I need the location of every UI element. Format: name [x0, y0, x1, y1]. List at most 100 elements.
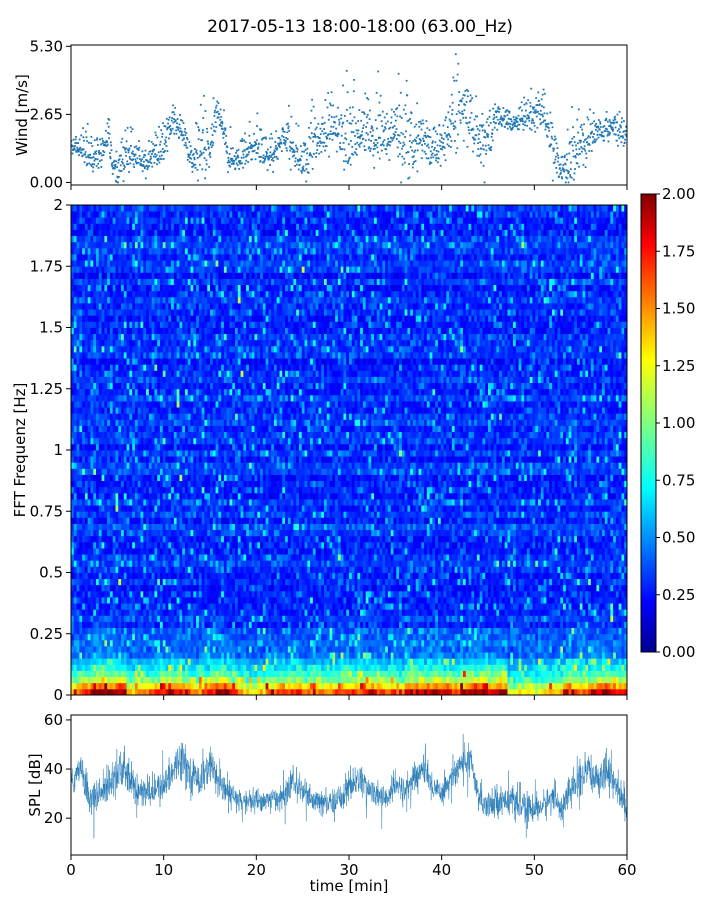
spectrogram-cell — [407, 621, 411, 629]
spectrogram-cell — [490, 670, 494, 678]
wind-point — [534, 112, 537, 114]
spectrogram-cell — [179, 670, 183, 678]
spectrogram-cell — [223, 627, 228, 635]
wind-point — [156, 163, 158, 166]
spectrogram-cell — [546, 633, 550, 641]
wind-point — [562, 164, 565, 166]
spectrogram-cell — [215, 603, 219, 610]
spectrogram-cell — [193, 652, 197, 659]
spectrogram-cell — [588, 676, 592, 684]
wind-point — [507, 110, 510, 112]
spectrogram-cell — [201, 597, 205, 604]
spectrogram-cell — [365, 609, 369, 616]
wind-point — [230, 147, 232, 150]
spectrogram-cell — [323, 627, 328, 635]
wind-point — [153, 144, 156, 147]
spectrogram-cell — [485, 682, 489, 690]
spectrogram-cell — [190, 652, 194, 659]
spectrogram-cell — [399, 603, 403, 610]
spectrogram-cell — [271, 646, 275, 653]
spectrogram-cell — [365, 670, 369, 678]
spectrogram-cell — [212, 664, 216, 671]
spectrogram-cell — [426, 627, 431, 635]
wind-point — [527, 116, 530, 119]
spectrogram-cell — [148, 646, 153, 653]
spectrogram-cell — [574, 615, 578, 622]
spectrogram-cell — [404, 664, 408, 671]
spectrogram-cell — [499, 652, 503, 659]
wind-point — [535, 97, 538, 99]
spectrogram-cell — [532, 652, 536, 659]
spectrogram-cell — [526, 682, 531, 690]
wind-point — [258, 155, 261, 158]
wind-point — [442, 142, 445, 144]
spectrogram-cell — [454, 682, 458, 690]
wind-point — [534, 130, 537, 133]
spectrogram-cell — [351, 688, 355, 695]
wind-point — [225, 150, 228, 153]
wind-point — [482, 164, 485, 167]
wind-point — [413, 161, 415, 163]
wind-point — [293, 150, 296, 153]
wind-point — [147, 153, 150, 156]
spectrogram-cell — [579, 603, 583, 610]
wind-point — [79, 146, 82, 149]
spectrogram-cell — [510, 682, 514, 690]
wind-point — [363, 113, 366, 115]
wind-point — [114, 179, 117, 182]
spectrogram-cell — [109, 633, 114, 641]
spectrogram-cell — [171, 633, 175, 641]
wind-point — [542, 115, 544, 118]
spectrogram-cell — [140, 658, 144, 665]
spectrogram-cell — [229, 688, 233, 695]
spectrogram-cell — [235, 639, 239, 647]
spectrogram-cell — [529, 652, 533, 659]
spectrogram-cell — [560, 633, 564, 641]
spectrogram-cell — [243, 652, 247, 659]
spectrogram-cell — [310, 664, 314, 671]
spectrogram-cell — [196, 615, 200, 622]
wind-point — [255, 139, 258, 142]
spectrogram-cell — [390, 621, 394, 629]
spectrogram-cell — [212, 633, 216, 641]
spectrogram-cell — [84, 670, 89, 678]
wind-point — [454, 120, 457, 123]
wind-point — [213, 111, 216, 114]
wind-point — [270, 154, 273, 157]
wind-point — [281, 135, 283, 137]
spectrogram-cell — [376, 676, 380, 684]
wind-point — [400, 181, 402, 184]
wind-point — [158, 155, 161, 158]
spectrogram-cell — [426, 658, 431, 665]
spectrogram-cell — [613, 670, 617, 678]
wind-point — [543, 112, 546, 115]
spectrogram-cell — [207, 609, 211, 616]
wind-point — [341, 125, 343, 128]
spectrogram-cell — [588, 627, 592, 635]
wind-point — [174, 106, 177, 109]
spectrogram-cell — [532, 658, 536, 665]
wind-point — [596, 130, 599, 133]
spectrogram-cell — [346, 627, 350, 635]
wind-point — [514, 122, 517, 125]
spectrogram-cell — [599, 682, 603, 690]
spectrogram-cell — [321, 609, 325, 616]
spectrogram-cell — [254, 603, 258, 610]
spectrogram-cell — [387, 597, 392, 604]
wind-point — [164, 149, 166, 152]
wind-point — [399, 91, 402, 94]
spectrogram-cell — [607, 658, 611, 665]
wind-point — [599, 126, 602, 128]
wind-point — [525, 102, 528, 105]
spectrogram-cell — [268, 670, 272, 678]
spectrogram-cell — [71, 621, 75, 629]
wind-point — [409, 134, 412, 137]
spectrogram-cell — [121, 646, 125, 653]
spectrogram-cell — [596, 682, 600, 690]
spectrogram-cell — [273, 688, 278, 695]
spectrogram-cell — [90, 603, 94, 610]
wind-point — [588, 143, 591, 146]
spectrogram-cell — [315, 682, 319, 690]
wind-point — [307, 172, 310, 174]
wind-point — [434, 141, 437, 144]
